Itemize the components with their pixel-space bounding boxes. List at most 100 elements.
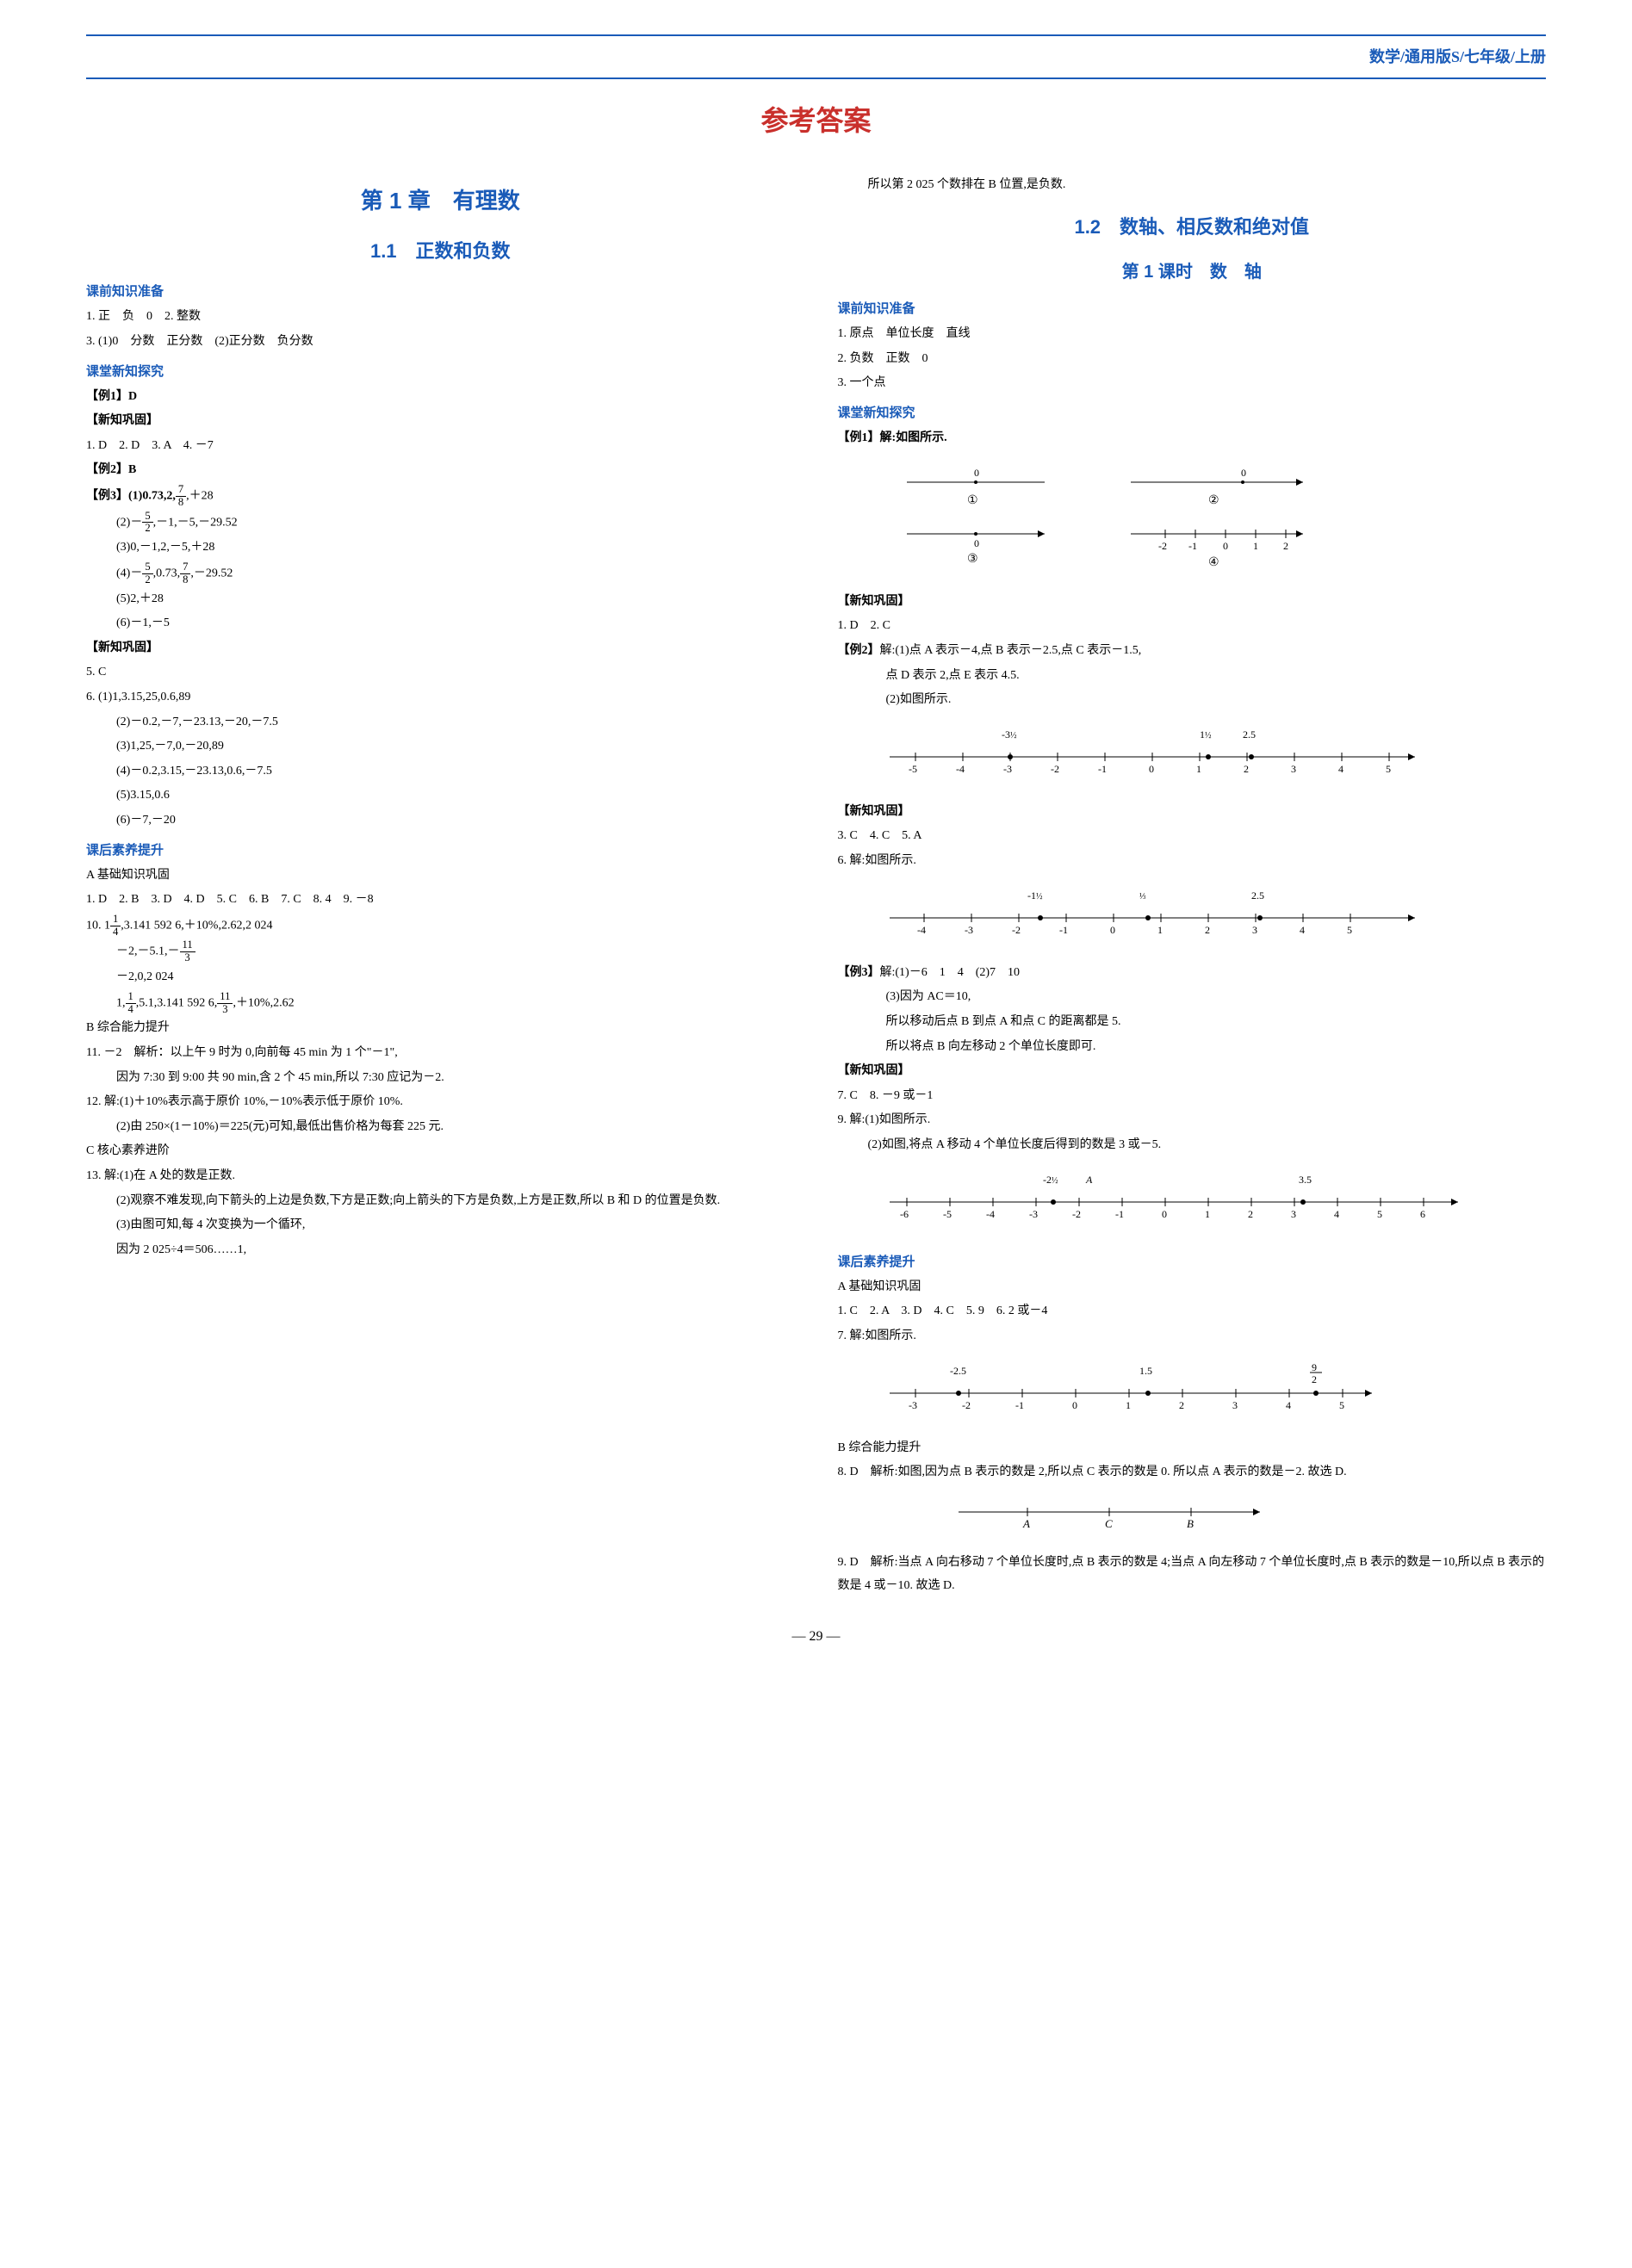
diagram-1: 0 ① 0 ② 0 ③ -2 -1 0 1 2 ④ — [872, 461, 1389, 573]
svg-text:-2: -2 — [1012, 924, 1021, 936]
svg-text:-3: -3 — [965, 924, 973, 936]
diagram-5: -3-2-1012345 -2.5 1.5 9 2 — [872, 1359, 1389, 1419]
svg-text:0: 0 — [1149, 763, 1154, 775]
A-line5: 1,14,5.1,3.141 592 6,113,＋10%,2.62 — [86, 991, 795, 1016]
svg-text:-1: -1 — [1098, 763, 1107, 775]
ex3-3: (3)0,－1,2,－5,＋28 — [86, 536, 795, 560]
d1-p3: 0 — [974, 537, 979, 549]
ex3-5: (5)2,＋28 — [86, 588, 795, 611]
svg-text:2: 2 — [1283, 540, 1288, 552]
svg-text:4: 4 — [1286, 1399, 1291, 1411]
r-c2-6: 6. 解:如图所示. — [838, 850, 1547, 873]
svg-text:-1: -1 — [1188, 540, 1197, 552]
svg-text:4: 4 — [1334, 1208, 1339, 1220]
svg-text:-2: -2 — [1158, 540, 1167, 552]
d1-l3: ③ — [967, 553, 978, 566]
explore-heading-right: 课堂新知探究 — [838, 402, 1547, 425]
r-c3-9a: 9. 解:(1)如图所示. — [838, 1109, 1547, 1132]
diagram-2: -5-4-3-2-1012345 -3½ 1½ 2.5 — [872, 722, 1432, 783]
r-ex2b: 点 D 表示 2,点 E 表示 4.5. — [838, 665, 1547, 688]
r-c3-heading: 【新知巩固】 — [838, 1060, 1547, 1083]
r-A-7: 7. 解:如图所示. — [838, 1325, 1547, 1348]
prep-l2: 3. (1)0 分数 正分数 (2)正分数 负分数 — [86, 331, 795, 354]
r-ex3a: 【例3】解:(1)－6 1 4 (2)7 10 — [838, 962, 1547, 985]
after-A-right: A 基础知识巩固 — [838, 1276, 1547, 1299]
r-ex3b: (3)因为 AC＝10, — [838, 986, 1547, 1009]
page-number-value: 29 — [810, 1629, 823, 1644]
svg-text:1: 1 — [1253, 540, 1258, 552]
left-column: 第 1 章 有理数 1.1 正数和负数 课前知识准备 1. 正 负 0 2. 整… — [86, 172, 795, 1599]
r-c1: 1. D 2. C — [838, 615, 1547, 638]
c2-5: 5. C — [86, 661, 795, 685]
prep-heading-right: 课前知识准备 — [838, 298, 1547, 321]
svg-text:-2: -2 — [1051, 763, 1059, 775]
chapter-title: 第 1 章 有理数 — [86, 181, 795, 221]
svg-text:-3½: -3½ — [1002, 728, 1017, 741]
svg-text:-4: -4 — [956, 763, 965, 775]
cont-line: 所以第 2 025 个数排在 B 位置,是负数. — [838, 174, 1547, 197]
r-c2-heading: 【新知巩固】 — [838, 801, 1547, 824]
A-line5-head: 1, — [116, 996, 126, 1009]
svg-text:-2: -2 — [962, 1399, 971, 1411]
svg-text:B: B — [1187, 1517, 1194, 1530]
svg-text:3: 3 — [1291, 1208, 1296, 1220]
A-line1: 1. D 2. B 3. D 4. D 5. C 6. B 7. C 8. 4 … — [86, 889, 795, 912]
svg-text:2: 2 — [1248, 1208, 1253, 1220]
ex3-4-pre: (4)－ — [116, 567, 142, 579]
B12a: 12. 解:(1)＋10%表示高于原价 10%,－10%表示低于原价 10%. — [86, 1091, 795, 1114]
r-c1-label: 【新知巩固】 — [838, 595, 910, 608]
prep-l1: 1. 正 负 0 2. 整数 — [86, 306, 795, 329]
svg-text:-3: -3 — [1003, 763, 1012, 775]
svg-text:-6: -6 — [900, 1208, 909, 1220]
A-line5-mid: ,5.1,3.141 592 6, — [136, 996, 218, 1009]
svg-text:4: 4 — [1300, 924, 1305, 936]
C13d: 因为 2 025÷4＝506……1, — [86, 1239, 795, 1262]
after-B-right: B 综合能力提升 — [838, 1437, 1547, 1460]
r-A-line: 1. C 2. A 3. D 4. C 5. 9 6. 2 或－4 — [838, 1300, 1547, 1323]
d1-l2: ② — [1208, 494, 1219, 507]
svg-text:-1: -1 — [1115, 1208, 1124, 1220]
ex1-label: 【例1】D — [86, 390, 137, 403]
ex3-1-tail: ,＋28 — [186, 490, 214, 503]
ex2-label: 【例2】B — [86, 463, 136, 476]
r-c2-label: 【新知巩固】 — [838, 805, 910, 818]
svg-text:3: 3 — [1291, 763, 1296, 775]
consolidate1-heading-left: 【新知巩固】 — [86, 410, 795, 433]
ex1-left: 【例1】D — [86, 386, 795, 409]
svg-text:3.5: 3.5 — [1299, 1174, 1312, 1186]
svg-text:-5: -5 — [909, 763, 917, 775]
svg-text:0: 0 — [1110, 924, 1115, 936]
svg-text:1½: 1½ — [1200, 728, 1212, 741]
A-line4: －2,0,2 024 — [86, 966, 795, 989]
r-ex1-label: 【例1】解:如图所示. — [838, 431, 947, 444]
d1-l4: ④ — [1208, 556, 1219, 569]
ex3-1: 【例3】(1)0.73,2,78,＋28 — [86, 484, 795, 509]
svg-text:C: C — [1105, 1517, 1113, 1530]
prep-heading-left: 课前知识准备 — [86, 281, 795, 304]
svg-text:-3: -3 — [909, 1399, 917, 1411]
diagram-4: -6-5-4-3-2-10123456 -2½ A 3.5 — [872, 1168, 1475, 1228]
svg-text:2: 2 — [1205, 924, 1210, 936]
A-line2: 10. 114,3.141 592 6,＋10%,2.62,2 024 — [86, 914, 795, 939]
section-1-2-title: 1.2 数轴、相反数和绝对值 — [838, 210, 1547, 245]
svg-text:-2: -2 — [1072, 1208, 1081, 1220]
r-ex3c: 所以移动后点 B 到点 A 和点 C 的距离都是 5. — [838, 1011, 1547, 1034]
svg-text:2.5: 2.5 — [1251, 889, 1264, 902]
svg-text:1: 1 — [1157, 924, 1163, 936]
B11b: 因为 7:30 到 9:00 共 90 min,含 2 个 45 min,所以 … — [86, 1067, 795, 1090]
B11: 11. －2 解析：以上午 9 时为 0,向前每 45 min 为 1 个"－1… — [86, 1042, 795, 1065]
diagram-3: -4-3-2-1012345 -1½ ⅓ 2.5 — [872, 883, 1432, 944]
r-ex1-head: 【例1】解:如图所示. — [838, 427, 1547, 450]
A-line2-head: 10. 1 — [86, 919, 110, 932]
content-columns: 第 1 章 有理数 1.1 正数和负数 课前知识准备 1. 正 负 0 2. 整… — [86, 172, 1546, 1599]
ex3-head: 【例3】(1)0.73,2, — [86, 490, 176, 503]
svg-text:-4: -4 — [986, 1208, 995, 1220]
c2-6-5: (5)3.15,0.6 — [86, 784, 795, 808]
B12b: (2)由 250×(1－10%)＝225(元)可知,最低出售价格为每套 225 … — [86, 1116, 795, 1139]
c2-6-2: (2)－0.2,－7,－23.13,－20,－7.5 — [86, 711, 795, 734]
svg-text:3: 3 — [1232, 1399, 1238, 1411]
svg-text:0: 0 — [1223, 540, 1228, 552]
svg-text:-2.5: -2.5 — [950, 1365, 966, 1377]
r-c3-label: 【新知巩固】 — [838, 1064, 910, 1077]
after-B-left: B 综合能力提升 — [86, 1017, 795, 1040]
